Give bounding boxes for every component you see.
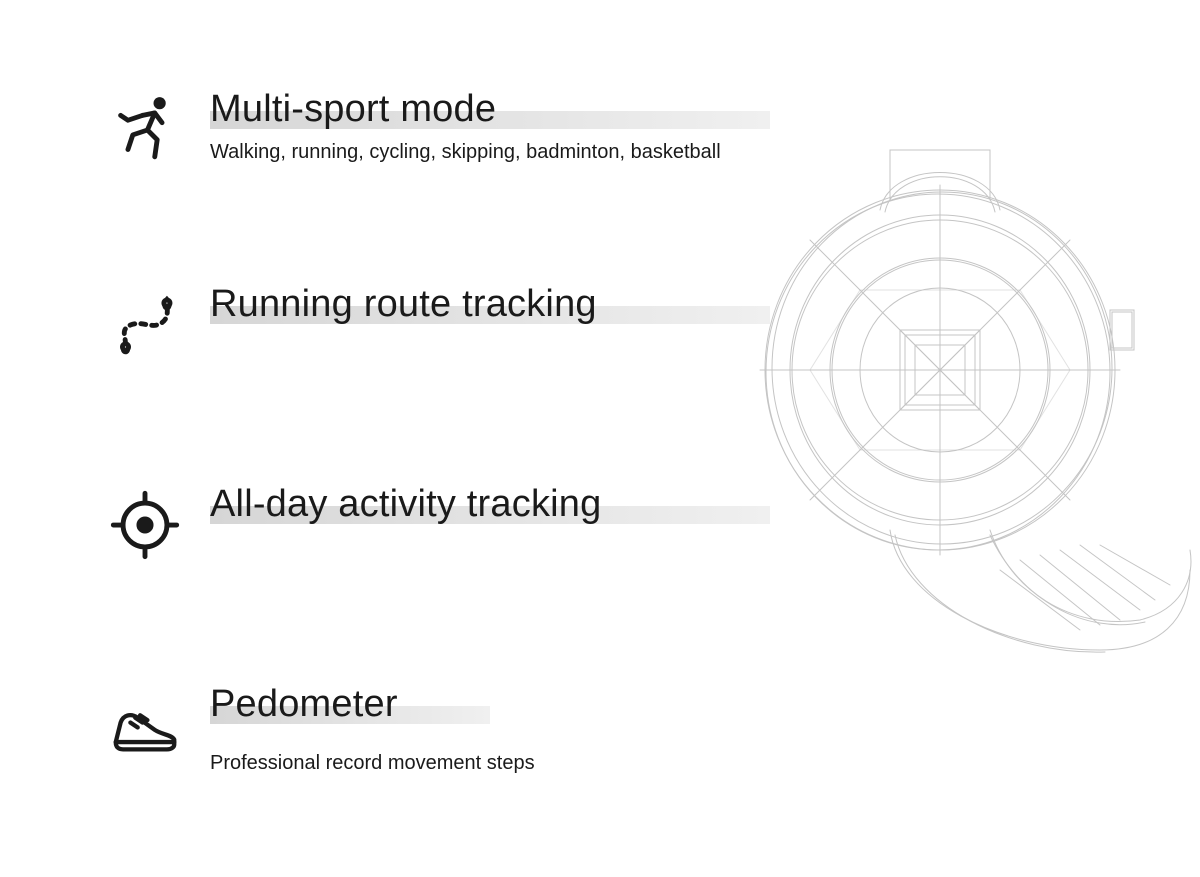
route-icon	[100, 280, 190, 370]
feature-route-tracking: Running route tracking	[100, 280, 597, 370]
feature-subtitle: Professional record movement steps	[210, 752, 535, 775]
runner-icon	[100, 85, 190, 175]
feature-subtitle: Walking, running, cycling, skipping, bad…	[210, 141, 721, 164]
feature-text: Running route tracking	[190, 280, 597, 328]
feature-title: Multi-sport mode	[210, 88, 496, 131]
feature-text: All-day activity tracking	[190, 480, 601, 528]
feature-pedometer: Pedometer Professional record movement s…	[100, 680, 535, 775]
feature-title: Running route tracking	[210, 283, 597, 326]
feature-text: Multi-sport mode Walking, running, cycli…	[190, 85, 721, 164]
target-icon	[100, 480, 190, 570]
feature-text: Pedometer Professional record movement s…	[190, 680, 535, 775]
feature-title: Pedometer	[210, 683, 398, 726]
feature-title: All-day activity tracking	[210, 483, 601, 526]
feature-activity-tracking: All-day activity tracking	[100, 480, 601, 570]
infographic-page: Multi-sport mode Walking, running, cycli…	[0, 0, 1200, 877]
feature-multi-sport: Multi-sport mode Walking, running, cycli…	[100, 85, 721, 175]
watch-sketch	[740, 130, 1200, 690]
shoe-icon	[100, 680, 190, 770]
